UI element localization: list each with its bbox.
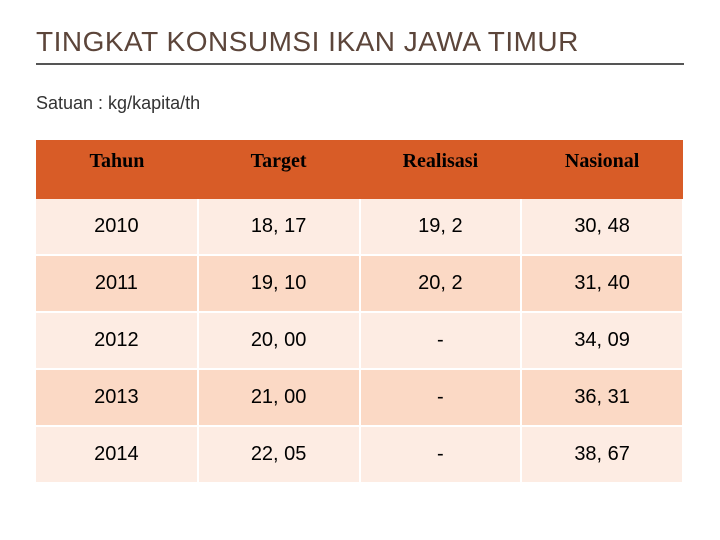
table-row: 2010 18, 17 19, 2 30, 48 <box>36 199 683 255</box>
title-underline <box>36 63 684 65</box>
table-row: 2013 21, 00 - 36, 31 <box>36 369 683 426</box>
cell-tahun: 2013 <box>36 369 198 426</box>
col-header-target: Target <box>198 140 360 199</box>
cell-tahun: 2014 <box>36 426 198 483</box>
table-row: 2012 20, 00 - 34, 09 <box>36 312 683 369</box>
col-header-nasional: Nasional <box>521 140 683 199</box>
cell-tahun: 2012 <box>36 312 198 369</box>
cell-realisasi: 20, 2 <box>360 255 522 312</box>
cell-realisasi: - <box>360 312 522 369</box>
cell-nasional: 31, 40 <box>521 255 683 312</box>
cell-realisasi: 19, 2 <box>360 199 522 255</box>
cell-realisasi: - <box>360 426 522 483</box>
cell-target: 20, 00 <box>198 312 360 369</box>
page-title: TINGKAT KONSUMSI IKAN JAWA TIMUR <box>36 24 684 59</box>
cell-realisasi: - <box>360 369 522 426</box>
table-header-row: Tahun Target Realisasi Nasional <box>36 140 683 199</box>
cell-target: 21, 00 <box>198 369 360 426</box>
col-header-realisasi: Realisasi <box>360 140 522 199</box>
subtitle-unit: Satuan : kg/kapita/th <box>36 93 684 114</box>
cell-target: 19, 10 <box>198 255 360 312</box>
cell-target: 22, 05 <box>198 426 360 483</box>
col-header-tahun: Tahun <box>36 140 198 199</box>
table-row: 2014 22, 05 - 38, 67 <box>36 426 683 483</box>
cell-nasional: 30, 48 <box>521 199 683 255</box>
cell-nasional: 36, 31 <box>521 369 683 426</box>
cell-tahun: 2011 <box>36 255 198 312</box>
cell-nasional: 38, 67 <box>521 426 683 483</box>
table-row: 2011 19, 10 20, 2 31, 40 <box>36 255 683 312</box>
data-table: Tahun Target Realisasi Nasional 2010 18,… <box>36 140 684 484</box>
cell-target: 18, 17 <box>198 199 360 255</box>
slide-container: TINGKAT KONSUMSI IKAN JAWA TIMUR Satuan … <box>0 0 720 540</box>
cell-tahun: 2010 <box>36 199 198 255</box>
cell-nasional: 34, 09 <box>521 312 683 369</box>
